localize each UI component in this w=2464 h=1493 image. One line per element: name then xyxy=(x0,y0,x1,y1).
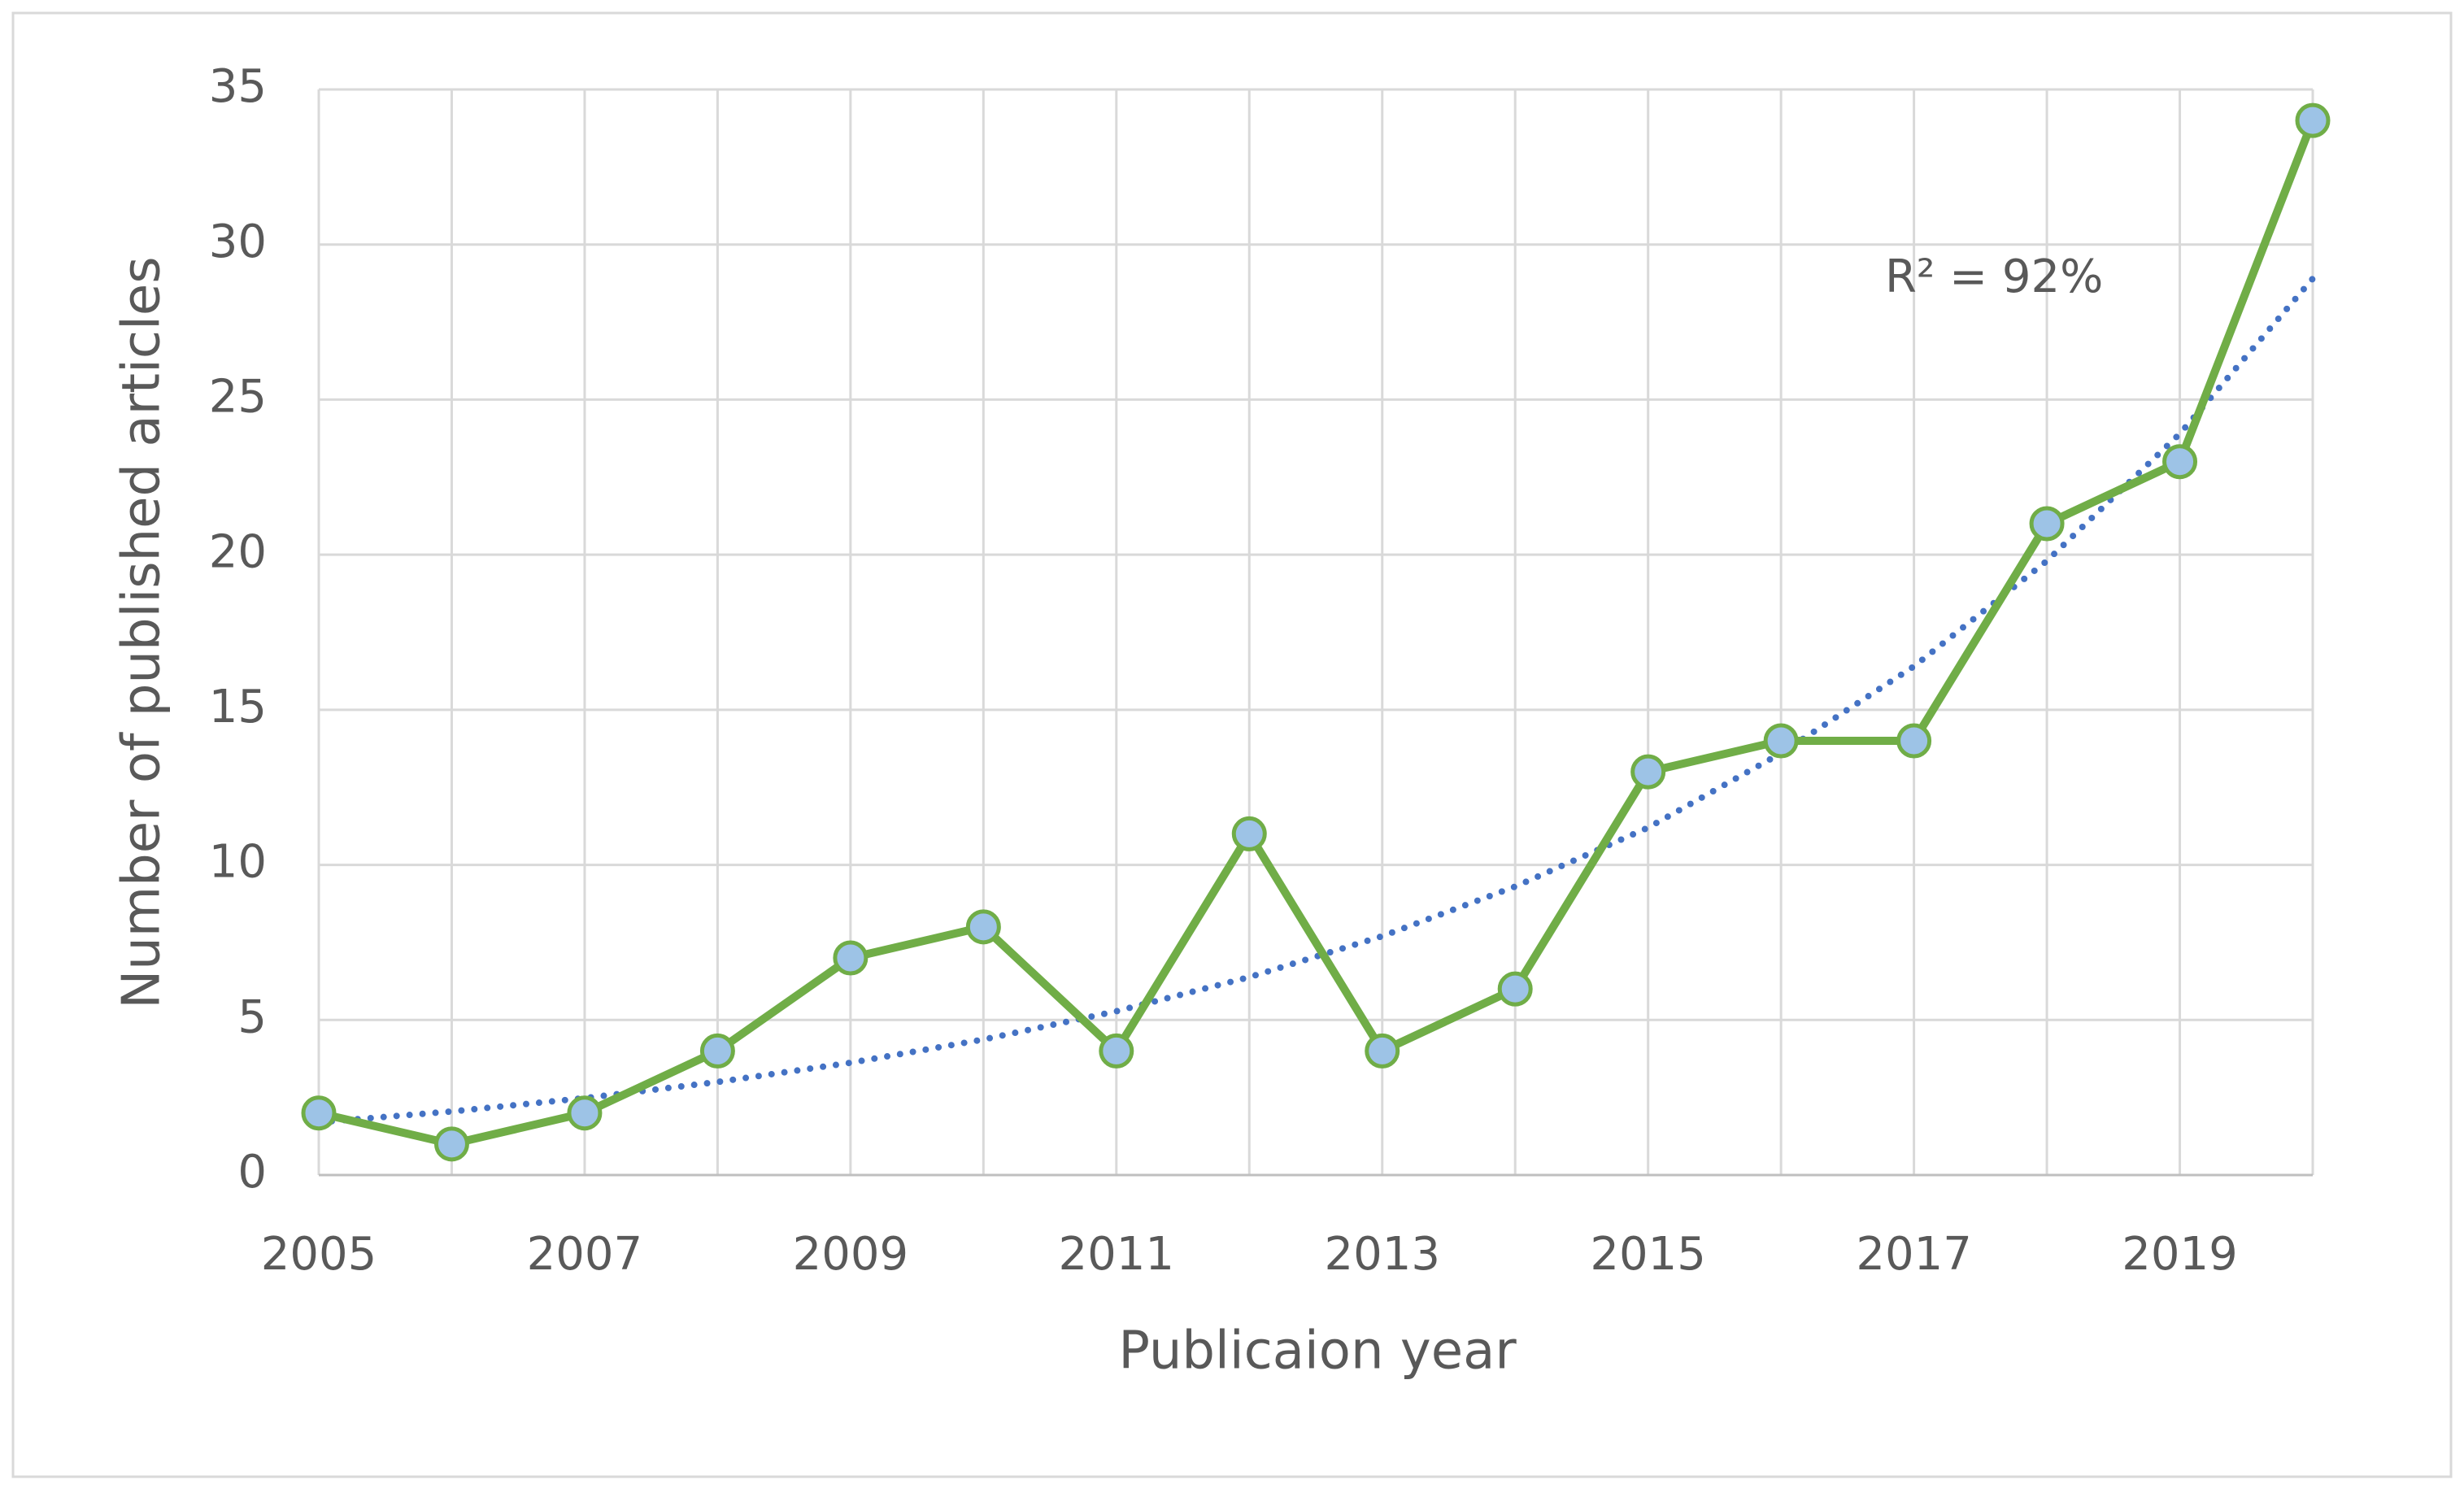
x-axis-title: Publicaion year xyxy=(1118,1321,1517,1382)
y-tick-label: 20 xyxy=(209,525,267,578)
y-tick-label: 35 xyxy=(209,60,267,113)
chart-frame xyxy=(11,11,2453,1478)
y-tick-label: 5 xyxy=(237,990,267,1043)
x-tick-label: 2011 xyxy=(1059,1228,1175,1281)
y-tick-label: 30 xyxy=(209,215,267,268)
data-point xyxy=(965,909,1001,945)
x-tick-label: 2017 xyxy=(1856,1228,1972,1281)
data-point xyxy=(2295,102,2331,138)
x-tick-label: 2015 xyxy=(1590,1228,1706,1281)
data-point xyxy=(1896,723,1932,759)
data-point xyxy=(567,1095,603,1131)
data-point xyxy=(2029,506,2065,542)
data-point xyxy=(2162,444,2198,480)
trend-line xyxy=(316,275,2316,1126)
data-line xyxy=(317,119,2317,1148)
x-tick-label: 2009 xyxy=(793,1228,909,1281)
data-point xyxy=(1365,1033,1400,1069)
data-point xyxy=(433,1126,469,1162)
data-point xyxy=(1231,816,1267,851)
data-point xyxy=(1497,971,1533,1007)
data-point xyxy=(1763,723,1799,759)
annotation: R² = 92% xyxy=(1885,250,2103,303)
data-point xyxy=(699,1033,735,1069)
x-tick-label: 2007 xyxy=(527,1228,643,1281)
y-tick-label: 0 xyxy=(237,1146,267,1199)
data-point xyxy=(1630,754,1666,790)
data-point xyxy=(1099,1033,1134,1069)
y-tick-label: 15 xyxy=(209,681,267,733)
data-point xyxy=(833,940,868,976)
y-tick-label: 25 xyxy=(209,371,267,424)
y-axis-title: Number of published articles xyxy=(112,256,172,1008)
x-tick-label: 2013 xyxy=(1324,1228,1440,1281)
data-point xyxy=(301,1095,337,1131)
y-tick-label: 10 xyxy=(209,836,267,889)
x-tick-label: 2005 xyxy=(261,1228,377,1281)
x-tick-label: 2019 xyxy=(2122,1228,2238,1281)
